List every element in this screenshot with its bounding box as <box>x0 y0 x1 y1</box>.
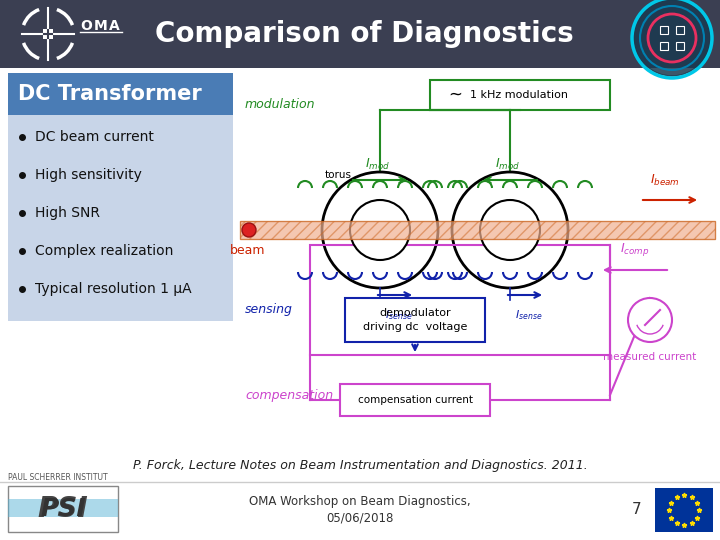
Bar <box>660 26 668 34</box>
Bar <box>676 26 684 34</box>
Text: $I_{beam}$: $I_{beam}$ <box>650 173 680 188</box>
Text: M: M <box>94 19 108 33</box>
Circle shape <box>480 200 540 260</box>
Text: O: O <box>80 19 92 33</box>
Text: compensation: compensation <box>245 388 333 402</box>
Bar <box>660 42 668 50</box>
Bar <box>340 384 490 416</box>
Text: $I_{sense}$: $I_{sense}$ <box>515 308 543 322</box>
Text: Complex realization: Complex realization <box>35 244 174 258</box>
Bar <box>8 73 233 115</box>
Bar <box>8 486 118 532</box>
Bar <box>310 245 610 355</box>
Text: 7: 7 <box>632 503 642 517</box>
Text: P. Forck, Lecture Notes on Beam Instrumentation and Diagnostics. 2011.: P. Forck, Lecture Notes on Beam Instrume… <box>132 458 588 471</box>
Bar <box>676 42 684 50</box>
Bar <box>8 499 118 517</box>
Text: driving dc  voltage: driving dc voltage <box>363 322 467 332</box>
Circle shape <box>242 223 256 237</box>
Text: A: A <box>109 19 120 33</box>
Text: High sensitivity: High sensitivity <box>35 168 142 182</box>
Text: $I_{mod}$: $I_{mod}$ <box>365 157 390 172</box>
Text: $I_{mod}$: $I_{mod}$ <box>495 157 520 172</box>
Bar <box>8 115 233 321</box>
Circle shape <box>628 298 672 342</box>
Circle shape <box>350 200 410 260</box>
Text: compensation current: compensation current <box>358 395 472 405</box>
Text: PSI: PSI <box>40 497 86 521</box>
Text: measured current: measured current <box>603 352 697 362</box>
Text: DC Transformer: DC Transformer <box>18 84 202 104</box>
Text: demodulator: demodulator <box>379 308 451 318</box>
Text: 1 kHz modulation: 1 kHz modulation <box>470 90 568 100</box>
Bar <box>345 298 485 342</box>
Text: DC beam current: DC beam current <box>35 130 154 144</box>
Circle shape <box>452 172 568 288</box>
Text: Typical resolution 1 μA: Typical resolution 1 μA <box>35 282 192 296</box>
Circle shape <box>634 0 710 76</box>
Text: ~: ~ <box>448 86 462 104</box>
Text: High SNR: High SNR <box>35 206 100 220</box>
Text: torus: torus <box>325 170 352 180</box>
Text: Comparison of Diagnostics: Comparison of Diagnostics <box>155 20 574 48</box>
Text: $I_{comp}$: $I_{comp}$ <box>620 241 649 258</box>
Bar <box>430 80 610 110</box>
Text: PAUL SCHERRER INSTITUT: PAUL SCHERRER INSTITUT <box>8 473 107 482</box>
Text: $I_{sense}$: $I_{sense}$ <box>385 308 413 322</box>
Circle shape <box>322 172 438 288</box>
Text: OMA Workshop on Beam Diagnostics,: OMA Workshop on Beam Diagnostics, <box>249 496 471 509</box>
Text: 05/06/2018: 05/06/2018 <box>326 511 394 524</box>
Bar <box>0 0 720 68</box>
Bar <box>240 221 715 239</box>
Bar <box>43 29 53 39</box>
Bar <box>655 488 713 532</box>
Text: modulation: modulation <box>245 98 315 111</box>
Bar <box>240 221 715 239</box>
Text: PSI: PSI <box>37 495 89 523</box>
Text: beam: beam <box>230 244 266 256</box>
Text: sensing: sensing <box>245 303 293 316</box>
